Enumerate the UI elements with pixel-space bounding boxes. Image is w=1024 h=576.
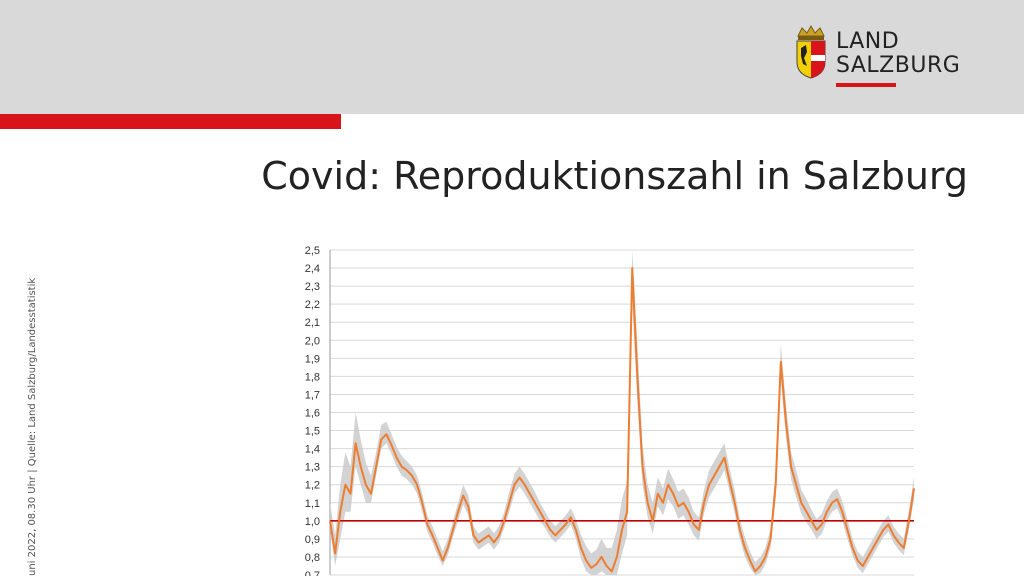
y-tick-label: 2,0 <box>305 335 320 347</box>
header-band <box>0 0 1024 114</box>
y-tick-label: 0,8 <box>305 552 320 564</box>
logo[interactable]: LAND SALZBURG <box>794 24 994 94</box>
y-tick-label: 2,5 <box>305 245 320 257</box>
y-tick-label: 0,9 <box>305 534 320 546</box>
y-tick-label: 2,1 <box>305 317 320 329</box>
y-tick-label: 1,5 <box>305 426 320 438</box>
y-tick-label: 1,0 <box>305 516 320 528</box>
logo-underline <box>836 83 896 87</box>
y-tick-label: 2,3 <box>305 281 320 293</box>
y-tick-label: 1,1 <box>305 498 320 510</box>
y-tick-label: 2,4 <box>305 263 320 275</box>
coat-of-arms-icon <box>796 24 826 79</box>
series-line <box>329 267 915 573</box>
y-tick-label: 1,9 <box>305 353 320 365</box>
y-tick-label: 2,2 <box>305 299 320 311</box>
y-tick-label: 1,7 <box>305 389 320 401</box>
y-tick-label: 1,6 <box>305 408 320 420</box>
y-tick-label: 1,2 <box>305 480 320 492</box>
y-tick-label: 0,7 <box>305 570 320 576</box>
confidence-band <box>330 250 914 575</box>
source-note: uni 2022, 08.30 Uhr | Quelle: Land Salzb… <box>27 277 38 576</box>
page-title: Covid: Reproduktionszahl in Salzburg <box>261 154 968 198</box>
y-tick-label: 1,4 <box>305 444 320 456</box>
y-tick-label: 1,3 <box>305 462 320 474</box>
accent-bar <box>0 114 341 129</box>
logo-line-1: LAND <box>836 29 900 54</box>
r-value-chart: 0,7 0,8 0,9 1,0 1,1 1,2 1,3 1,4 1,5 1,6 1,7 1,8 1,9 2… <box>305 245 915 576</box>
logo-line-2: SALZBURG <box>836 53 961 78</box>
y-tick-label: 1,8 <box>305 371 320 383</box>
